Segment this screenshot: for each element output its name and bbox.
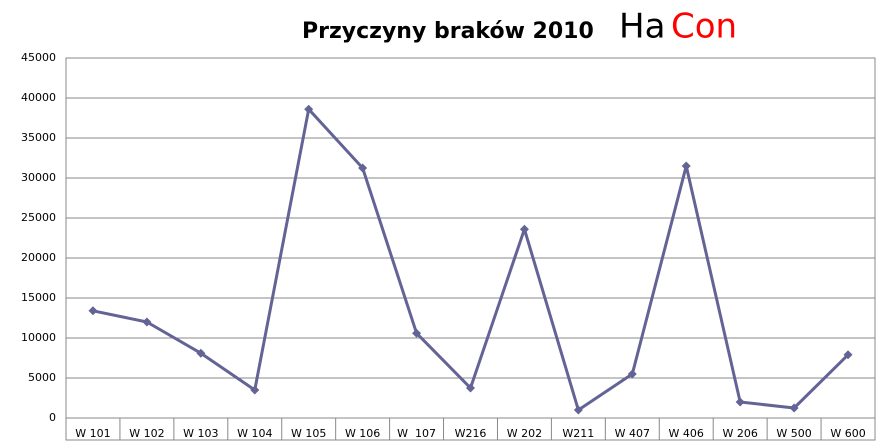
y-tick-label: 0: [49, 411, 56, 424]
x-tick-label: W 600: [830, 427, 865, 440]
x-tick-label: W 101: [75, 427, 110, 440]
y-tick-label: 10000: [21, 331, 56, 344]
point-marker: [789, 403, 799, 413]
point-marker: [412, 328, 422, 338]
x-tick-label: W 107: [397, 427, 436, 440]
x-tick-label: W211: [562, 427, 594, 440]
x-tick-label: W 500: [776, 427, 811, 440]
y-tick-label: 5000: [28, 371, 56, 384]
x-tick-label: W 407: [615, 427, 650, 440]
y-tick-label: 25000: [21, 211, 56, 224]
point-marker: [627, 369, 637, 379]
chart-title: Przyczyny braków 2010: [302, 19, 594, 44]
y-tick-label: 20000: [21, 251, 56, 264]
logo-ha: Ha: [619, 7, 665, 47]
y-tick-label: 35000: [21, 131, 56, 144]
y-tick-label: 45000: [21, 51, 56, 64]
y-tick-label: 40000: [21, 91, 56, 104]
point-marker: [88, 306, 98, 316]
x-tick-label: W 406: [669, 427, 704, 440]
logo-con: Con: [671, 7, 737, 47]
point-marker: [250, 385, 260, 395]
point-marker: [573, 405, 583, 415]
x-tick-label: W216: [455, 427, 487, 440]
point-marker: [142, 317, 152, 327]
y-tick-label: 30000: [21, 171, 56, 184]
x-tick-label: W 206: [722, 427, 757, 440]
point-marker: [843, 350, 853, 360]
x-tick-label: W 202: [507, 427, 542, 440]
y-tick-label: 15000: [21, 291, 56, 304]
point-marker: [196, 348, 206, 358]
point-marker: [358, 163, 368, 173]
point-marker: [519, 224, 529, 234]
point-marker: [735, 397, 745, 407]
point-marker: [681, 161, 691, 171]
x-tick-label: W 103: [183, 427, 218, 440]
x-tick-label: W 106: [345, 427, 380, 440]
plot-frame: [65, 57, 876, 441]
series-line: [92, 107, 850, 412]
point-marker: [304, 104, 314, 114]
x-tick-label: W 105: [291, 427, 326, 440]
x-tick-label: W 102: [129, 427, 164, 440]
point-marker: [466, 383, 475, 393]
x-tick-label: W 104: [237, 427, 272, 440]
